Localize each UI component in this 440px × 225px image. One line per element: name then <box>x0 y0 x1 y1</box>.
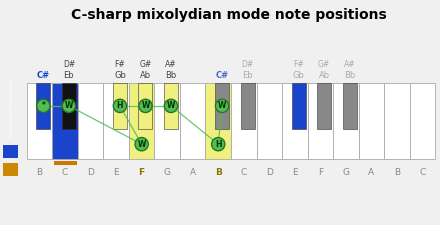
Bar <box>37 83 50 129</box>
Bar <box>27 83 52 160</box>
Text: G#: G# <box>139 60 152 69</box>
Text: basicmusictheory.com: basicmusictheory.com <box>8 79 13 137</box>
Text: Gb: Gb <box>293 71 304 80</box>
Text: A: A <box>368 169 374 178</box>
Text: Bb: Bb <box>344 71 356 80</box>
Text: E: E <box>113 169 119 178</box>
Bar <box>3 145 18 158</box>
Text: W: W <box>141 101 150 110</box>
Bar <box>241 83 255 129</box>
Text: C#: C# <box>216 71 229 80</box>
Text: A#: A# <box>344 60 356 69</box>
Circle shape <box>62 99 76 112</box>
Bar <box>62 83 76 129</box>
Text: W: W <box>65 101 73 110</box>
Text: F: F <box>139 169 145 178</box>
Bar <box>359 83 384 160</box>
Text: C: C <box>241 169 247 178</box>
Text: D: D <box>266 169 273 178</box>
Text: G: G <box>164 169 171 178</box>
Bar <box>257 83 282 160</box>
Text: Gb: Gb <box>114 71 126 80</box>
Bar <box>139 83 153 129</box>
Bar <box>129 83 154 160</box>
Circle shape <box>37 99 50 112</box>
Bar <box>317 83 331 129</box>
Circle shape <box>135 137 148 151</box>
Text: W: W <box>167 101 175 110</box>
Circle shape <box>216 99 229 112</box>
Text: *: * <box>41 101 45 110</box>
Text: F: F <box>318 169 323 178</box>
Text: C#: C# <box>37 71 50 80</box>
Bar <box>333 83 359 160</box>
Bar <box>180 83 205 160</box>
Bar <box>54 160 77 165</box>
Bar <box>205 83 231 160</box>
Bar <box>3 163 18 176</box>
Bar <box>384 83 410 160</box>
Text: D#: D# <box>242 60 254 69</box>
Text: W: W <box>137 140 146 149</box>
Text: D#: D# <box>63 60 75 69</box>
Circle shape <box>114 99 127 112</box>
Bar <box>78 83 103 160</box>
Bar <box>215 83 229 129</box>
Text: C: C <box>419 169 425 178</box>
Text: G: G <box>342 169 349 178</box>
Text: B: B <box>215 169 222 178</box>
Bar <box>154 83 180 160</box>
Text: F#: F# <box>293 60 304 69</box>
Circle shape <box>139 99 152 112</box>
Bar <box>308 83 333 160</box>
Text: H: H <box>215 140 221 149</box>
Bar <box>343 83 357 129</box>
Bar <box>164 83 178 129</box>
Text: Ab: Ab <box>140 71 151 80</box>
Bar <box>231 83 257 160</box>
Text: Eb: Eb <box>63 71 74 80</box>
Text: F#: F# <box>114 60 125 69</box>
Circle shape <box>212 137 225 151</box>
Bar <box>113 83 127 129</box>
Text: Eb: Eb <box>242 71 253 80</box>
Text: Bb: Bb <box>165 71 176 80</box>
Text: E: E <box>292 169 297 178</box>
Bar <box>282 83 308 160</box>
Bar <box>103 83 129 160</box>
Text: H: H <box>117 101 123 110</box>
Text: B: B <box>394 169 400 178</box>
Text: C-sharp mixolydian mode note positions: C-sharp mixolydian mode note positions <box>71 8 387 22</box>
Bar <box>410 83 435 160</box>
Text: W: W <box>218 101 226 110</box>
Bar <box>292 83 306 129</box>
Text: A#: A# <box>165 60 177 69</box>
Text: G#: G# <box>318 60 330 69</box>
Bar <box>52 83 78 160</box>
Text: B: B <box>37 169 43 178</box>
Text: A: A <box>190 169 196 178</box>
Circle shape <box>165 99 178 112</box>
Text: D: D <box>87 169 94 178</box>
Text: C: C <box>62 169 68 178</box>
Text: Ab: Ab <box>319 71 330 80</box>
